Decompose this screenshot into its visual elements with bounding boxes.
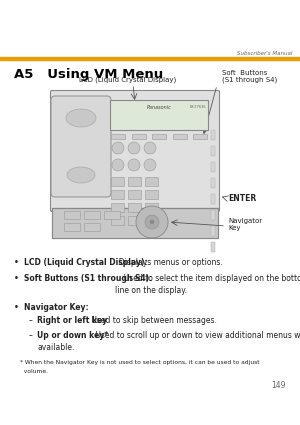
Circle shape <box>136 206 168 238</box>
Bar <box>64 223 80 231</box>
Bar <box>211 178 215 188</box>
Bar <box>145 203 158 212</box>
Text: –: – <box>29 316 33 325</box>
Bar <box>128 216 141 225</box>
Bar <box>111 177 124 186</box>
Text: Navigator
Key: Navigator Key <box>228 218 262 231</box>
Bar <box>172 134 187 139</box>
Bar <box>111 203 124 212</box>
Bar <box>64 211 80 219</box>
Text: Right or left key: Right or left key <box>37 316 107 325</box>
Bar <box>145 190 158 199</box>
Bar <box>152 134 166 139</box>
Text: •: • <box>14 258 19 267</box>
Bar <box>211 146 215 156</box>
Bar <box>111 190 124 199</box>
Bar <box>84 211 100 219</box>
Circle shape <box>144 142 156 154</box>
Bar <box>110 100 208 130</box>
Text: A5   Using VM Menu: A5 Using VM Menu <box>14 68 163 81</box>
Circle shape <box>144 159 156 171</box>
Bar <box>128 203 141 212</box>
FancyBboxPatch shape <box>51 96 111 197</box>
Ellipse shape <box>66 109 96 127</box>
Bar <box>104 211 120 219</box>
Bar <box>211 130 215 140</box>
Bar <box>128 177 141 186</box>
Text: Displays menus or options.: Displays menus or options. <box>114 258 223 267</box>
Circle shape <box>145 215 159 229</box>
Text: Used to skip between messages.: Used to skip between messages. <box>89 316 217 325</box>
Text: available.: available. <box>37 343 74 352</box>
Text: KX-T7636: KX-T7636 <box>189 105 206 109</box>
Bar <box>193 134 207 139</box>
Text: Panasonic: Panasonic <box>147 105 171 110</box>
Text: –: – <box>29 331 33 340</box>
Ellipse shape <box>67 167 95 183</box>
Circle shape <box>150 220 154 224</box>
Bar <box>128 190 141 199</box>
Text: 149: 149 <box>272 381 286 390</box>
Bar <box>111 216 124 225</box>
Circle shape <box>112 142 124 154</box>
Text: LCD (Liquid Crystal Display): LCD (Liquid Crystal Display) <box>80 76 177 83</box>
Bar <box>211 242 215 252</box>
Text: Subscriber's Manual: Subscriber's Manual <box>237 51 292 56</box>
Text: LCD (Liquid Crystal Display):: LCD (Liquid Crystal Display): <box>24 258 148 267</box>
Text: Used to scroll up or down to view additional menus when: Used to scroll up or down to view additi… <box>93 331 300 340</box>
Bar <box>111 134 125 139</box>
Text: •: • <box>14 274 19 283</box>
Bar <box>0 57 300 60</box>
Bar <box>145 177 158 186</box>
Text: line on the display.: line on the display. <box>115 286 187 295</box>
FancyBboxPatch shape <box>52 208 218 238</box>
Text: Navigator Key:: Navigator Key: <box>24 303 88 312</box>
Circle shape <box>128 159 140 171</box>
Bar <box>145 216 158 225</box>
Circle shape <box>128 142 140 154</box>
Text: Soft  Buttons
(S1 through S4): Soft Buttons (S1 through S4) <box>222 70 277 83</box>
Circle shape <box>112 159 124 171</box>
Bar <box>211 194 215 204</box>
Bar <box>84 223 100 231</box>
Text: volume.: volume. <box>20 369 48 374</box>
Text: •: • <box>14 303 19 312</box>
Text: Soft Buttons (S1 through S4):: Soft Buttons (S1 through S4): <box>24 274 152 283</box>
Text: * When the Navigator Key is not used to select options, it can be used to adjust: * When the Navigator Key is not used to … <box>20 360 260 365</box>
FancyBboxPatch shape <box>50 91 220 212</box>
Text: ENTER: ENTER <box>228 193 256 202</box>
Text: Up or down key*: Up or down key* <box>37 331 108 340</box>
Bar <box>211 226 215 236</box>
Text: Used to select the item displayed on the bottom: Used to select the item displayed on the… <box>119 274 300 283</box>
Bar <box>131 134 146 139</box>
Bar <box>211 210 215 220</box>
Bar <box>52 208 218 238</box>
Bar <box>211 162 215 172</box>
